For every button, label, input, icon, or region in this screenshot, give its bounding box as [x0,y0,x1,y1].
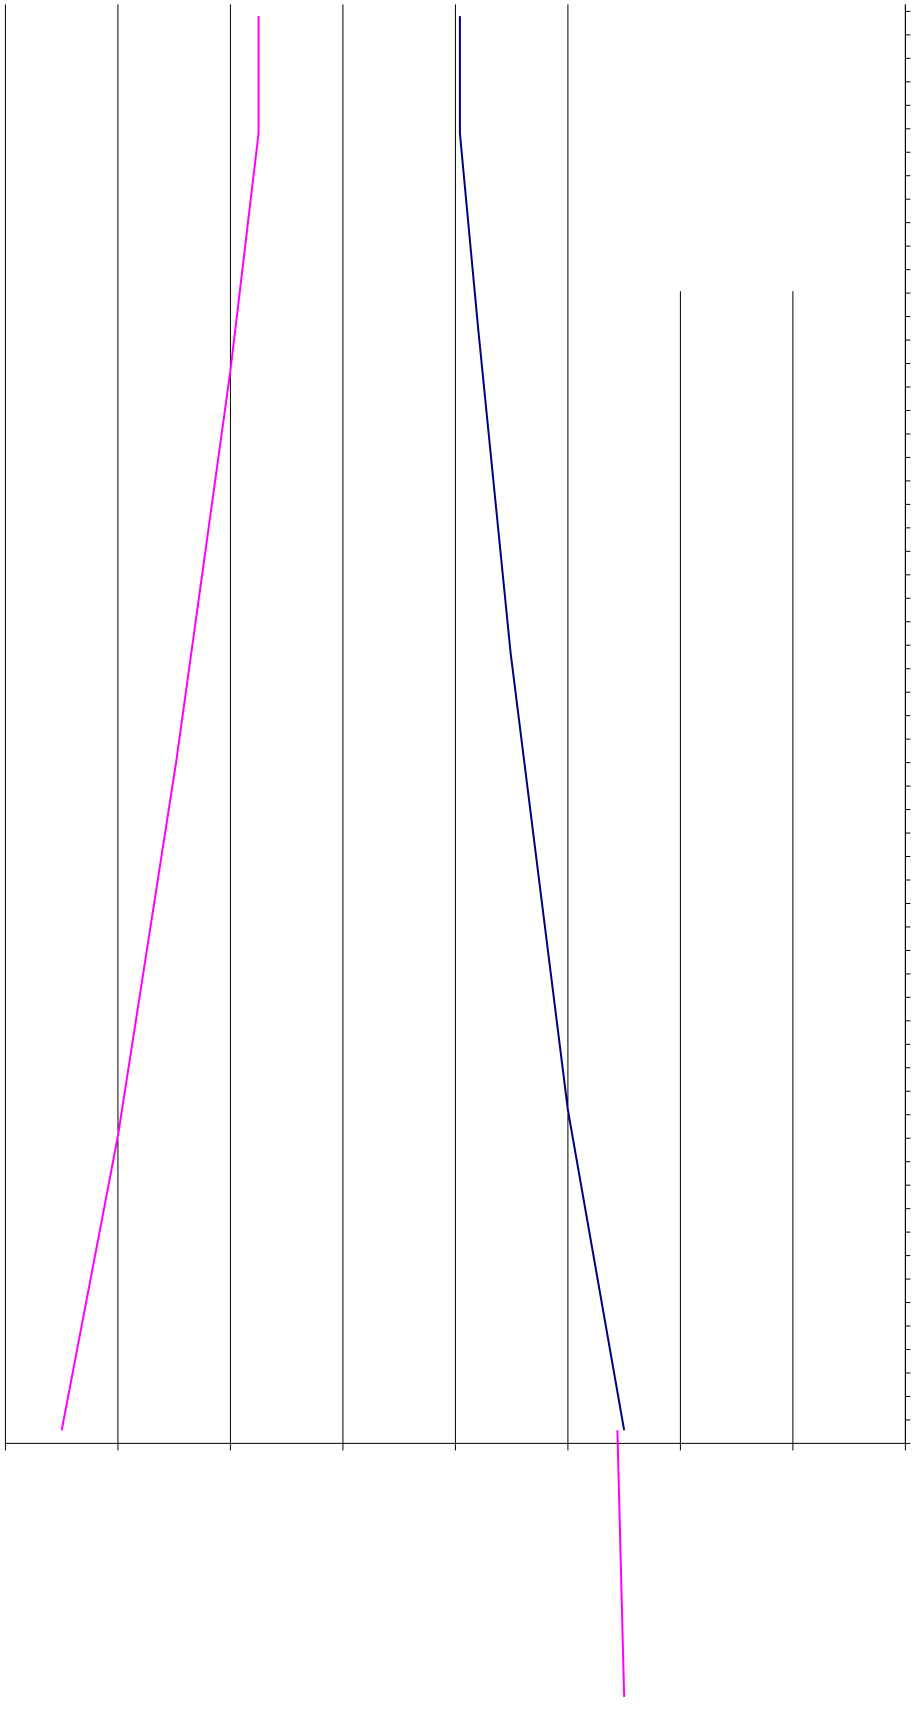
series-line [458,16,626,1431]
series-line [616,1430,626,1697]
series-line [60,16,260,1431]
